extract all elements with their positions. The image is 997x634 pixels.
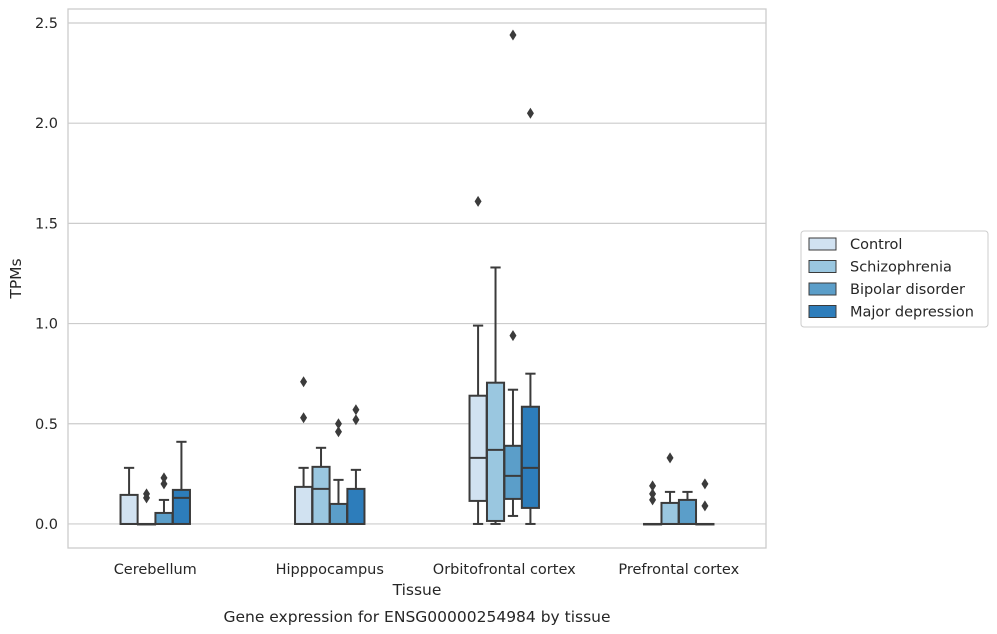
- figure-caption: Gene expression for ENSG00000254984 by t…: [223, 608, 610, 626]
- outlier-point: [300, 376, 308, 388]
- box-body: [660, 501, 680, 525]
- outlier-point: [509, 29, 517, 41]
- outlier-point: [352, 404, 360, 416]
- box-2-3: [520, 107, 540, 525]
- y-axis-title: TPMs: [7, 258, 25, 299]
- outlier-point: [160, 472, 168, 484]
- outlier-point: [649, 488, 657, 500]
- box-2-1: [485, 266, 506, 525]
- outlier-point: [143, 488, 151, 500]
- y-tick-label: 2.0: [35, 116, 58, 132]
- box-body: [346, 487, 366, 525]
- y-tick-label: 1.5: [35, 216, 58, 232]
- outlier-point: [701, 478, 709, 490]
- box-body: [503, 444, 523, 500]
- boxes: [119, 29, 715, 526]
- box-3-2: [677, 490, 698, 525]
- outlier-point: [649, 480, 657, 492]
- plot-area-frame: [67, 8, 767, 549]
- y-tick-labels: 0.0 0.5 1.0 1.5 2.0 2.5: [35, 16, 58, 533]
- box-body: [119, 493, 139, 525]
- outlier-point: [334, 426, 342, 438]
- gridlines: [68, 22, 766, 525]
- box-0-3: [171, 440, 191, 525]
- legend: Control Schizophrenia Bipolar disorder Majo…: [800, 230, 989, 328]
- box-0-1: [136, 488, 157, 526]
- legend-swatch: [808, 305, 837, 318]
- box-body: [468, 394, 488, 502]
- outlier-point: [649, 494, 657, 506]
- box-3-1: [660, 452, 680, 525]
- legend-label: Bipolar disorder: [850, 282, 965, 298]
- box-body: [171, 488, 191, 525]
- box-body: [154, 511, 174, 525]
- outlier-point: [509, 330, 517, 342]
- box-3-3: [695, 478, 715, 526]
- box-3-0: [643, 480, 663, 526]
- box-body: [677, 498, 698, 525]
- outlier-point: [160, 478, 168, 490]
- box-body: [328, 502, 349, 525]
- box-1-3: [346, 404, 366, 525]
- legend-swatch: [808, 237, 837, 251]
- legend-label: Major depression: [850, 305, 974, 321]
- box-body: [294, 485, 314, 525]
- outlier-point: [526, 107, 534, 119]
- legend-swatch: [808, 260, 837, 273]
- y-tick-label: 0.5: [35, 417, 58, 433]
- x-axis-title: Tissue: [392, 581, 442, 599]
- x-tick-label: Orbitofrontal cortex: [433, 562, 576, 578]
- box-1-2: [328, 418, 349, 525]
- outlier-point: [474, 195, 482, 207]
- legend-label: Schizophrenia: [850, 260, 952, 276]
- legend-swatch: [808, 282, 837, 296]
- box-body: [520, 405, 540, 509]
- x-tick-label: Hipppocampus: [276, 562, 384, 578]
- legend-label: Control: [850, 237, 902, 253]
- box-1-1: [311, 446, 331, 525]
- box-body: [311, 465, 331, 525]
- box-2-0: [468, 195, 488, 525]
- box-1-0: [294, 376, 314, 525]
- x-tick-label: Prefrontal cortex: [618, 562, 739, 578]
- box-0-0: [119, 466, 139, 525]
- outlier-point: [300, 412, 308, 424]
- legend-frame: [800, 230, 989, 328]
- box-0-2: [154, 472, 174, 525]
- box-body: [485, 381, 506, 522]
- outlier-point: [334, 418, 342, 430]
- x-tick-label: Cerebellum: [114, 562, 197, 578]
- box-2-2: [503, 29, 523, 517]
- outlier-point: [352, 414, 360, 426]
- y-tick-label: 2.5: [35, 16, 58, 32]
- y-tick-label: 0.0: [35, 517, 58, 533]
- x-tick-labels: Cerebellum Hipppocampus Orbitofrontal cort…: [114, 562, 740, 578]
- outlier-point: [701, 500, 709, 512]
- y-tick-label: 1.0: [35, 317, 58, 333]
- outlier-point: [666, 452, 674, 464]
